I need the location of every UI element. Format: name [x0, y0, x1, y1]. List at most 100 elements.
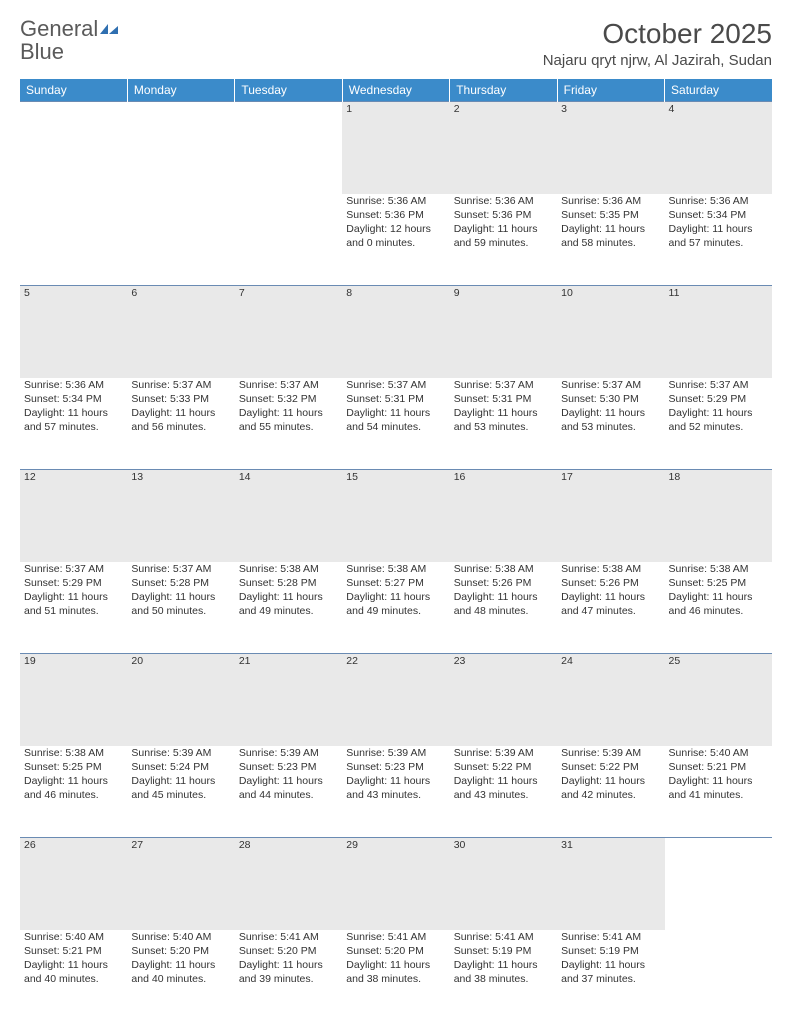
daylight2-text: and 0 minutes. [346, 236, 445, 250]
daylight2-text: and 44 minutes. [239, 788, 338, 802]
day-number-cell: 31 [557, 838, 664, 930]
daylight1-text: Daylight: 11 hours [561, 958, 660, 972]
sunrise-text: Sunrise: 5:38 AM [669, 562, 768, 576]
sunrise-text: Sunrise: 5:39 AM [454, 746, 553, 760]
daylight2-text: and 56 minutes. [131, 420, 230, 434]
sunrise-text: Sunrise: 5:36 AM [454, 194, 553, 208]
logo-word2: Blue [20, 39, 64, 64]
month-title: October 2025 [543, 18, 772, 50]
day-content-cell: Sunrise: 5:36 AMSunset: 5:34 PMDaylight:… [20, 378, 127, 470]
sunrise-text: Sunrise: 5:39 AM [131, 746, 230, 760]
sunrise-text: Sunrise: 5:40 AM [669, 746, 768, 760]
sunset-text: Sunset: 5:25 PM [24, 760, 123, 774]
sunrise-text: Sunrise: 5:36 AM [24, 378, 123, 392]
daylight2-text: and 48 minutes. [454, 604, 553, 618]
day-content-cell: Sunrise: 5:37 AMSunset: 5:32 PMDaylight:… [235, 378, 342, 470]
daylight2-text: and 38 minutes. [346, 972, 445, 986]
sunrise-text: Sunrise: 5:38 AM [24, 746, 123, 760]
daylight1-text: Daylight: 12 hours [346, 222, 445, 236]
sunrise-text: Sunrise: 5:41 AM [454, 930, 553, 944]
sunset-text: Sunset: 5:19 PM [561, 944, 660, 958]
day-content-cell: Sunrise: 5:38 AMSunset: 5:26 PMDaylight:… [450, 562, 557, 654]
sunset-text: Sunset: 5:34 PM [24, 392, 123, 406]
sunrise-text: Sunrise: 5:41 AM [561, 930, 660, 944]
daylight2-text: and 59 minutes. [454, 236, 553, 250]
sunset-text: Sunset: 5:26 PM [454, 576, 553, 590]
day-number-cell: 14 [235, 470, 342, 562]
day-content-cell: Sunrise: 5:39 AMSunset: 5:24 PMDaylight:… [127, 746, 234, 838]
sunrise-text: Sunrise: 5:36 AM [669, 194, 768, 208]
daylight2-text: and 46 minutes. [24, 788, 123, 802]
daylight1-text: Daylight: 11 hours [561, 222, 660, 236]
logo-word1: General [20, 16, 98, 41]
calendar-table: Sunday Monday Tuesday Wednesday Thursday… [20, 79, 772, 1022]
daylight1-text: Daylight: 11 hours [561, 774, 660, 788]
day-number-cell: 3 [557, 102, 664, 194]
sunset-text: Sunset: 5:20 PM [346, 944, 445, 958]
sunset-text: Sunset: 5:34 PM [669, 208, 768, 222]
day-number-cell: 22 [342, 654, 449, 746]
sunset-text: Sunset: 5:23 PM [239, 760, 338, 774]
weekday-header: Tuesday [235, 79, 342, 102]
day-number-cell: 23 [450, 654, 557, 746]
sunset-text: Sunset: 5:28 PM [239, 576, 338, 590]
sunrise-text: Sunrise: 5:38 AM [454, 562, 553, 576]
daylight2-text: and 45 minutes. [131, 788, 230, 802]
day-number-cell [235, 102, 342, 194]
daylight1-text: Daylight: 11 hours [131, 774, 230, 788]
day-content-row: Sunrise: 5:36 AMSunset: 5:34 PM Daylight:… [20, 378, 772, 470]
weekday-header: Sunday [20, 79, 127, 102]
weekday-header: Monday [127, 79, 234, 102]
sunset-text: Sunset: 5:19 PM [454, 944, 553, 958]
sunrise-text: Sunrise: 5:37 AM [239, 378, 338, 392]
sunset-text: Sunset: 5:29 PM [24, 576, 123, 590]
day-content-cell: Sunrise: 5:36 AMSunset: 5:34 PMDaylight:… [665, 194, 772, 286]
weekday-header: Wednesday [342, 79, 449, 102]
daylight1-text: Daylight: 11 hours [24, 958, 123, 972]
daylight2-text: and 43 minutes. [454, 788, 553, 802]
day-number-cell: 15 [342, 470, 449, 562]
sunrise-text: Sunrise: 5:38 AM [239, 562, 338, 576]
day-number-cell: 11 [665, 286, 772, 378]
day-content-row: Sunrise: 5:38 AMSunset: 5:25 PM Daylight:… [20, 746, 772, 838]
day-number-cell: 7 [235, 286, 342, 378]
daylight2-text: and 55 minutes. [239, 420, 338, 434]
day-number-cell: 25 [665, 654, 772, 746]
sunset-text: Sunset: 5:29 PM [669, 392, 768, 406]
daylight2-text: and 49 minutes. [346, 604, 445, 618]
daylight2-text: and 54 minutes. [346, 420, 445, 434]
day-number-cell: 28 [235, 838, 342, 930]
daylight2-text: and 42 minutes. [561, 788, 660, 802]
daylight2-text: and 57 minutes. [669, 236, 768, 250]
sunset-text: Sunset: 5:22 PM [454, 760, 553, 774]
day-content-cell: Sunrise: 5:40 AMSunset: 5:21 PMDaylight:… [20, 930, 127, 1022]
daylight1-text: Daylight: 11 hours [239, 774, 338, 788]
day-number-cell: 27 [127, 838, 234, 930]
sunset-text: Sunset: 5:24 PM [131, 760, 230, 774]
day-content-cell [235, 194, 342, 286]
daylight2-text: and 46 minutes. [669, 604, 768, 618]
sunset-text: Sunset: 5:27 PM [346, 576, 445, 590]
sunset-text: Sunset: 5:30 PM [561, 392, 660, 406]
location: Najaru qryt njrw, Al Jazirah, Sudan [543, 52, 772, 69]
daylight1-text: Daylight: 11 hours [131, 590, 230, 604]
day-number-cell: 6 [127, 286, 234, 378]
day-number-cell: 4 [665, 102, 772, 194]
day-content-cell: Sunrise: 5:36 AMSunset: 5:35 PMDaylight:… [557, 194, 664, 286]
day-content-cell [127, 194, 234, 286]
day-number-cell: 30 [450, 838, 557, 930]
day-content-cell [20, 194, 127, 286]
sunset-text: Sunset: 5:26 PM [561, 576, 660, 590]
day-content-cell: Sunrise: 5:39 AMSunset: 5:23 PMDaylight:… [235, 746, 342, 838]
daylight2-text: and 57 minutes. [24, 420, 123, 434]
day-number-cell: 16 [450, 470, 557, 562]
sunrise-text: Sunrise: 5:37 AM [131, 562, 230, 576]
day-number-cell: 21 [235, 654, 342, 746]
daylight1-text: Daylight: 11 hours [561, 406, 660, 420]
sunset-text: Sunset: 5:36 PM [454, 208, 553, 222]
daylight2-text: and 53 minutes. [561, 420, 660, 434]
day-number-cell: 18 [665, 470, 772, 562]
sunset-text: Sunset: 5:20 PM [131, 944, 230, 958]
sunset-text: Sunset: 5:23 PM [346, 760, 445, 774]
sunset-text: Sunset: 5:36 PM [346, 208, 445, 222]
